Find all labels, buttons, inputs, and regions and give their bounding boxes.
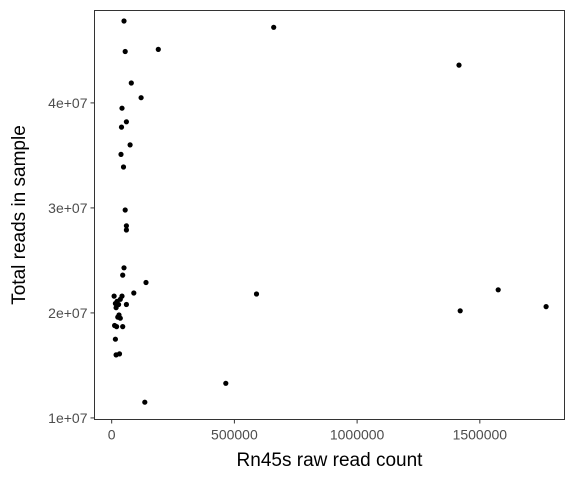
data-point <box>123 301 129 308</box>
data-point <box>457 308 463 314</box>
data-point <box>117 315 123 321</box>
data-point <box>122 207 128 213</box>
x-axis: 0 500000 1000000 1500000 <box>108 419 508 443</box>
data-point <box>113 305 119 311</box>
data-point <box>118 124 125 130</box>
data-point <box>155 46 161 53</box>
y-tick-label: 4e+07 <box>48 95 88 111</box>
data-point <box>120 324 126 330</box>
data-point <box>120 164 127 170</box>
data-point <box>119 105 125 111</box>
x-tick-label: 1000000 <box>330 427 385 443</box>
data-point <box>543 304 549 310</box>
points-layer <box>111 18 549 405</box>
data-point <box>127 142 133 148</box>
data-point <box>138 95 144 101</box>
data-point <box>456 62 462 68</box>
data-point <box>128 80 134 86</box>
data-point <box>113 352 119 358</box>
data-point <box>142 399 148 405</box>
x-axis-title: Rn45s raw read count <box>237 450 424 471</box>
data-point <box>123 227 129 233</box>
plot-panel-border <box>94 10 565 420</box>
data-point <box>143 279 149 286</box>
data-point <box>495 287 501 293</box>
data-point <box>271 24 277 30</box>
data-point <box>131 290 137 296</box>
y-axis-title: Total reads in sample <box>9 125 30 305</box>
y-axis: 1e+07 2e+07 3e+07 4e+07 <box>48 95 95 426</box>
data-point <box>223 380 229 386</box>
y-tick-label: 1e+07 <box>48 410 88 426</box>
x-tick-label: 0 <box>108 427 116 443</box>
data-point <box>121 265 127 271</box>
data-point <box>121 18 127 24</box>
x-tick-label: 1500000 <box>453 427 508 443</box>
y-tick-label: 3e+07 <box>48 200 88 216</box>
data-point <box>118 151 124 157</box>
y-tick-label: 2e+07 <box>48 305 88 321</box>
data-point <box>122 48 128 55</box>
data-point <box>123 119 129 125</box>
data-point <box>111 293 117 299</box>
data-point <box>253 291 260 297</box>
data-point <box>114 324 120 330</box>
x-tick-label: 500000 <box>211 427 258 443</box>
data-point <box>120 272 126 278</box>
data-point <box>123 223 129 229</box>
data-point <box>112 336 118 342</box>
